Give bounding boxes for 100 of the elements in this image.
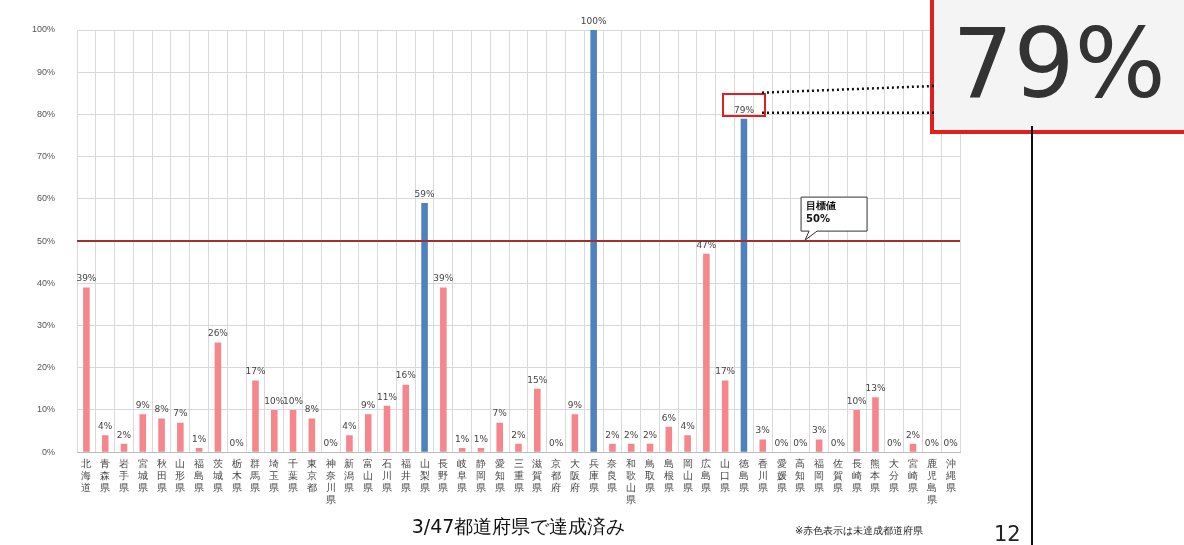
x-tick-label: 滋賀県 <box>532 457 543 493</box>
data-label: 100% <box>580 15 607 26</box>
data-label: 10% <box>264 395 285 406</box>
bar <box>289 409 297 452</box>
x-tick-label: 京都府 <box>551 457 562 493</box>
x-tick-label: 鳥取県 <box>644 457 656 493</box>
bar <box>515 443 522 452</box>
x-tick-label: 福島県 <box>194 457 205 493</box>
x-tick-label: 神奈川県 <box>325 457 336 505</box>
x-tick-label: 沖縄県 <box>944 457 956 493</box>
bar <box>872 397 879 452</box>
bar <box>195 447 203 452</box>
y-tick-label: 70% <box>37 151 56 162</box>
data-label: 4% <box>342 421 358 432</box>
bar <box>740 118 748 452</box>
bar <box>101 435 109 452</box>
data-label: 0% <box>830 438 846 449</box>
data-label: 10% <box>283 395 304 406</box>
data-label: 0% <box>548 438 564 449</box>
data-label: 7% <box>173 408 188 419</box>
y-tick-label: 80% <box>37 108 56 119</box>
x-tick-label: 山形県 <box>175 457 186 493</box>
bar <box>496 422 504 452</box>
ref-line-label: 目標値 50% <box>806 199 837 224</box>
data-label: 3% <box>811 425 827 436</box>
bar <box>609 443 616 452</box>
x-tick-label: 大阪府 <box>569 457 580 493</box>
data-label: 39% <box>76 273 97 284</box>
bar <box>270 409 278 452</box>
x-tick-label: 福岡県 <box>814 457 825 493</box>
x-tick-label: 群馬県 <box>249 457 261 493</box>
x-tick-label: 徳島県 <box>738 457 749 493</box>
data-label: 4% <box>680 421 696 432</box>
data-label: 26% <box>207 328 229 339</box>
bar <box>346 435 353 452</box>
x-axis-title: 3/47都道府県で達成済み <box>411 514 626 537</box>
data-label: 0% <box>943 438 959 449</box>
x-tick-label: 長野県 <box>438 457 449 493</box>
x-tick-label: 山口県 <box>720 457 731 493</box>
bar <box>627 443 635 452</box>
data-label: 39% <box>433 273 454 284</box>
x-tick-label: 岐阜県 <box>457 457 468 493</box>
x-tick-label: 三重県 <box>513 457 524 493</box>
data-label: 6% <box>661 412 677 423</box>
data-label: 47% <box>696 239 717 250</box>
x-tick-label: 宮城県 <box>136 457 148 493</box>
data-label: 3% <box>755 425 771 436</box>
x-tick-label: 福井県 <box>400 457 411 493</box>
x-tick-label: 兵庫県 <box>588 457 599 493</box>
data-label: 2% <box>511 429 527 440</box>
bar <box>139 414 147 452</box>
data-label: 0% <box>924 438 940 449</box>
bar <box>421 203 428 452</box>
data-label: 7% <box>492 408 508 419</box>
bar <box>534 388 541 452</box>
x-tick-label: 青森県 <box>100 457 111 493</box>
bar <box>721 380 729 452</box>
bar <box>684 435 691 452</box>
x-tick-label: 岩手県 <box>118 457 129 493</box>
data-label: 1% <box>191 433 207 444</box>
x-tick-label: 大分県 <box>889 457 900 493</box>
data-label: 2% <box>642 429 658 440</box>
bar <box>571 414 579 452</box>
x-tick-label: 山梨県 <box>419 457 430 493</box>
bar <box>665 426 673 452</box>
x-tick-label: 石川県 <box>382 457 392 493</box>
text: 12 <box>994 522 1021 545</box>
x-tick-label: 愛媛県 <box>776 457 787 493</box>
x-tick-label: 佐賀県 <box>832 457 843 493</box>
bar <box>308 418 316 452</box>
data-label: 15% <box>527 374 548 385</box>
data-label: 9% <box>361 400 376 411</box>
data-label: 17% <box>245 366 266 377</box>
data-label: 0% <box>793 438 808 449</box>
bar <box>703 253 710 452</box>
y-tick-label: 90% <box>37 66 56 77</box>
data-label: 59% <box>414 188 436 199</box>
bar <box>214 342 222 452</box>
bar <box>177 422 184 452</box>
bar <box>120 443 128 452</box>
x-tick-label: 東京都 <box>306 457 317 493</box>
y-tick-label: 10% <box>37 404 56 415</box>
data-label: 1% <box>473 433 489 444</box>
data-label: 79% <box>733 104 755 115</box>
x-tick-label: 奈良県 <box>607 457 618 493</box>
data-label: 13% <box>865 383 886 394</box>
data-label: 1% <box>455 433 470 444</box>
bar <box>252 380 259 452</box>
bar <box>477 447 485 452</box>
x-tick-label: 熊本県 <box>870 457 881 493</box>
bar <box>383 405 391 452</box>
x-tick-label: 島根県 <box>663 457 674 493</box>
x-tick-label: 宮崎県 <box>908 457 919 493</box>
bar <box>646 443 654 452</box>
text: ※赤色表示は未達成都道府県 <box>795 524 924 538</box>
bar <box>364 414 372 452</box>
x-tick-label: 秋田県 <box>156 457 167 493</box>
bar <box>759 439 767 452</box>
x-tick-label: 長崎県 <box>851 457 862 493</box>
bar <box>458 447 466 452</box>
